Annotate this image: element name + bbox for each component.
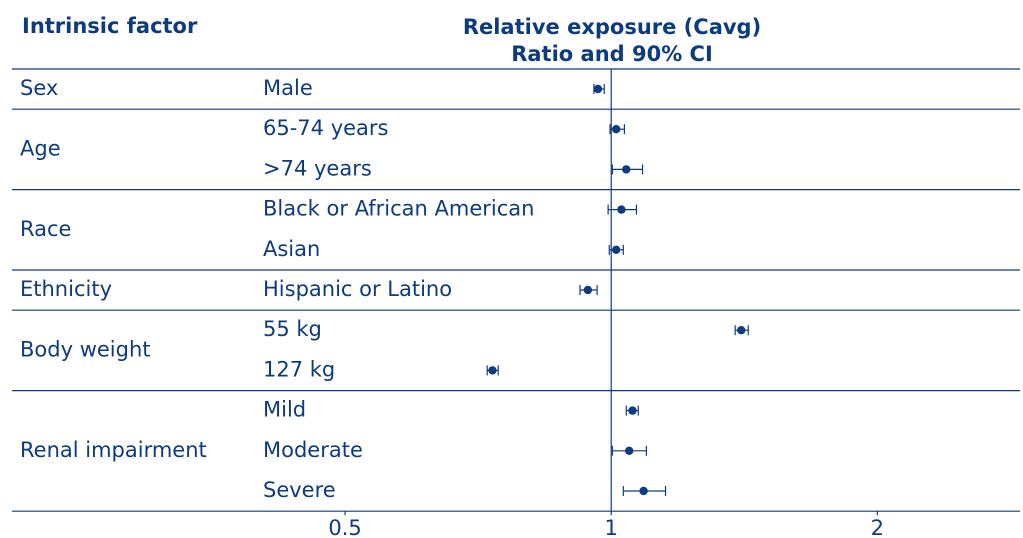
- row-label: >74 years: [263, 156, 372, 180]
- point: [622, 165, 631, 174]
- group-label: Sex: [20, 76, 58, 100]
- row-label: Mild: [263, 398, 306, 422]
- point: [617, 205, 626, 214]
- group-label: Body weight: [20, 337, 151, 361]
- row-label: Black or African American: [263, 197, 534, 221]
- point: [611, 125, 621, 134]
- row-label: Asian: [263, 237, 320, 261]
- group-label: Age: [20, 136, 61, 160]
- point: [583, 285, 593, 295]
- row-label: Severe: [263, 478, 336, 502]
- point: [611, 245, 621, 254]
- row-label: Moderate: [263, 438, 363, 462]
- point: [628, 406, 637, 415]
- row-label: Hispanic or Latino: [263, 277, 452, 301]
- row-label: 127 kg: [263, 357, 335, 381]
- x-tick-label: 1: [605, 516, 618, 538]
- row-label: Male: [263, 76, 313, 100]
- group-label: Ethnicity: [20, 277, 112, 301]
- point: [593, 84, 603, 94]
- point: [639, 486, 648, 496]
- x-tick-label: 2: [871, 516, 884, 538]
- group-label: Race: [20, 217, 71, 241]
- row-label: 55 kg: [263, 317, 322, 341]
- chart-title: Relative exposure (Cavg): [463, 15, 761, 39]
- group-label: Renal impairment: [20, 438, 207, 462]
- chart-title: Ratio and 90% CI: [511, 42, 713, 66]
- point: [737, 326, 746, 335]
- x-tick-label: 0.5: [328, 516, 361, 538]
- point: [488, 366, 497, 375]
- header: Intrinsic factor: [22, 14, 198, 38]
- point: [625, 446, 634, 455]
- row-label: 65-74 years: [263, 116, 389, 140]
